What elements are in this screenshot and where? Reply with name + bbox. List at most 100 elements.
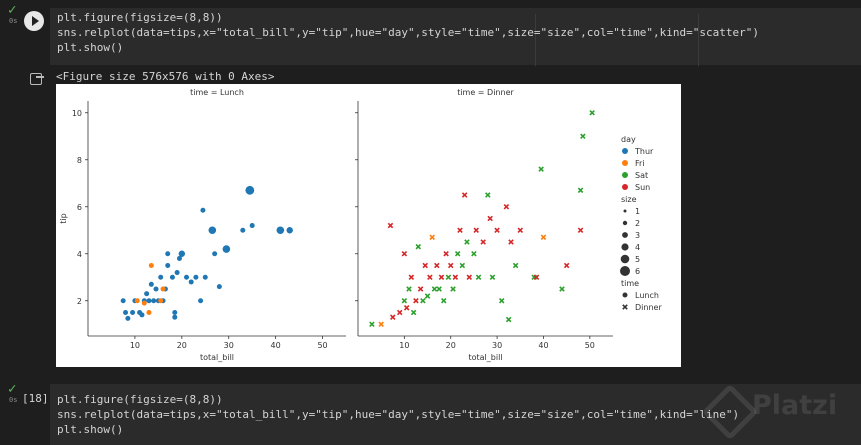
data-point [461, 192, 468, 198]
data-point [172, 314, 178, 320]
data-point [174, 270, 180, 276]
legend-label: 3 [635, 231, 640, 240]
code-line[interactable]: plt.figure(figsize=(8,8)) [57, 11, 223, 24]
data-point [369, 321, 375, 328]
data-point [169, 274, 175, 280]
data-point [413, 297, 419, 304]
cell1-status-icon: ✓ [8, 2, 17, 18]
data-point [153, 286, 159, 292]
data-point [148, 263, 154, 268]
data-point [559, 286, 565, 292]
run-cell-button[interactable] [24, 11, 44, 31]
data-point [431, 286, 438, 292]
code-line[interactable]: plt.figure(figsize=(8,8)) [57, 393, 223, 406]
data-point [494, 227, 500, 234]
data-point [505, 316, 512, 323]
x-tick-label: 10 [399, 341, 409, 350]
x-tick-label: 30 [224, 341, 234, 350]
data-point [165, 251, 171, 257]
legend-label: Fri [635, 159, 645, 168]
x-tick-label: 40 [271, 341, 281, 350]
data-point [212, 251, 218, 257]
x-tick-label: 20 [177, 341, 187, 350]
data-point [485, 192, 491, 198]
code-line[interactable]: sns.relplot(data=tips,x="total_bill",y="… [57, 408, 740, 421]
data-point [406, 286, 412, 292]
data-point [457, 227, 463, 234]
data-point [158, 298, 164, 304]
legend-label: 5 [635, 255, 640, 264]
data-point [540, 234, 547, 241]
data-point [172, 310, 178, 315]
cell-divider [698, 14, 699, 66]
legend-title: time [621, 279, 639, 288]
data-point [487, 215, 493, 222]
legend-label: 6 [635, 267, 640, 276]
y-axis-label: tip [59, 213, 68, 223]
data-point [403, 305, 410, 311]
data-point [498, 297, 505, 304]
data-point [434, 262, 440, 269]
x-tick-label: 40 [538, 341, 548, 350]
x-tick-label: 30 [492, 341, 502, 350]
legend-label: 2 [635, 219, 640, 228]
legend-label: Dinner [635, 303, 662, 312]
data-point [508, 239, 514, 245]
x-tick-label: 10 [130, 341, 140, 350]
data-point [198, 298, 204, 304]
data-point [151, 298, 157, 304]
y-tick-label: 8 [77, 156, 82, 165]
data-point [427, 274, 433, 281]
data-point [489, 274, 496, 281]
legend-marker [622, 292, 628, 298]
x-tick-label: 20 [446, 341, 456, 350]
x-axis-label: total_bill [468, 353, 502, 362]
data-point [450, 286, 456, 292]
data-point [517, 227, 524, 234]
legend-label: 1 [635, 207, 640, 216]
code-line[interactable]: sns.relplot(data=tips,x="total_bill",y="… [57, 26, 759, 39]
legend-label: Sat [635, 171, 648, 180]
y-tick-label: 10 [72, 109, 82, 118]
figure: time = Lunch total_bill tip 10 20 30 40 50 2 4 6 8 1… [56, 84, 681, 367]
code-line[interactable]: plt.show() [57, 423, 124, 436]
code-cell-1[interactable] [50, 8, 861, 65]
play-icon [31, 16, 39, 26]
cell-divider [535, 14, 536, 66]
data-point [178, 250, 186, 257]
panel-title: time = Dinner [457, 88, 514, 97]
data-point [378, 321, 384, 328]
output-toggle-icon[interactable] [30, 73, 44, 85]
data-point [208, 226, 217, 235]
data-point [120, 298, 126, 304]
data-point [454, 250, 461, 257]
legend-marker [622, 184, 628, 190]
data-point [577, 227, 584, 234]
legend-marker [622, 148, 628, 154]
legend-marker [620, 254, 630, 264]
data-point [577, 187, 584, 194]
legend-label: Lunch [635, 291, 659, 300]
x-axis-label: total_bill [200, 353, 234, 362]
legend-label: 4 [635, 243, 640, 252]
data-point [148, 281, 154, 287]
x-tick-label: 50 [585, 341, 595, 350]
code-line[interactable]: plt.show() [57, 41, 124, 54]
cell1-exec-time: 0s [9, 17, 18, 25]
data-point [445, 274, 452, 281]
legend-marker [622, 160, 628, 166]
legend-marker [623, 209, 627, 213]
data-point [200, 207, 206, 213]
code-cell-2[interactable] [50, 384, 861, 445]
data-point [240, 227, 246, 233]
data-point [401, 297, 408, 304]
data-point [410, 309, 417, 316]
data-point [387, 222, 394, 229]
data-point [146, 310, 152, 315]
data-point [184, 274, 190, 280]
cell2-status-icon: ✓ [8, 381, 17, 397]
data-point [538, 166, 544, 172]
data-point [466, 274, 473, 281]
data-point [438, 274, 445, 281]
data-point [473, 227, 479, 234]
